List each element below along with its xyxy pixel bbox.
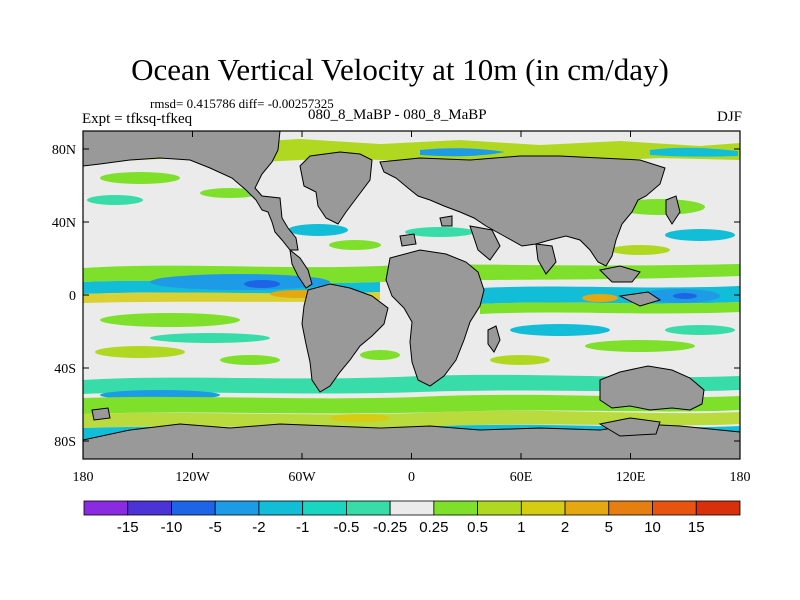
lon-label-120w: 120W [175,470,210,485]
colorbar-box [389,500,435,516]
lat-label-80s: 80S [54,435,76,450]
colorbar-label: -1 [296,519,309,536]
colorbar-box [433,500,479,516]
lon-label-180w: 180 [73,470,94,485]
colorbar-label: 15 [688,519,705,536]
map-field [83,131,740,459]
colorbar-label: 5 [605,519,613,536]
experiment-label: Expt = tfksq-tfkeq [82,111,193,127]
lon-label-60e: 60E [510,470,533,485]
colorbar-label: 1 [517,519,525,536]
season-label: DJF [716,109,742,125]
subtitle-label: 080_8_MaBP - 080_8_MaBP [308,107,487,123]
colorbar-label: -15 [117,519,139,536]
colorbar-box [302,500,347,516]
colorbar-label: -0.5 [333,519,359,536]
colorbar-box [695,500,741,516]
colorbar-box [258,500,304,516]
colorbar-label: -10 [161,519,183,536]
colorbar-label: -5 [209,519,222,536]
colorbar-box [520,500,566,516]
lon-label-120e: 120E [616,470,646,485]
colorbar-label: 0.5 [467,519,488,536]
colorbar-box [171,500,216,516]
lat-label-80n: 80N [52,143,76,158]
colorbar-label: 10 [644,519,661,536]
land-masses [83,131,740,459]
colorbar-label: -0.25 [373,519,407,536]
colorbar-box [652,500,697,516]
colorbar-label: 0.25 [419,519,448,536]
colorbar-label: -2 [252,519,265,536]
lat-label-0: 0 [69,289,76,304]
colorbar [83,500,741,516]
lon-label-60w: 60W [288,470,316,485]
lon-label-0: 0 [408,470,415,485]
colorbar-label: 2 [561,519,569,536]
colorbar-box [477,500,522,516]
colorbar-box [127,500,172,516]
colorbar-box [83,500,129,516]
lat-ticks [83,148,740,442]
colorbar-labels: -15 -10 -5 -2 -1 -0.5 -0.25 0.25 0.5 1 2 5 10 15 [117,519,705,536]
lat-label-40s: 40S [54,362,76,377]
colorbar-box [564,500,610,516]
stats-label: rmsd= 0.415786 diff= -0.00257325 [150,96,334,111]
lon-ticks [82,131,741,459]
chart-title: Ocean Vertical Velocity at 10m (in cm/da… [131,52,669,87]
colorbar-box [214,500,260,516]
lat-label-40n: 40N [52,216,76,231]
colorbar-box [345,500,391,516]
lon-label-180e: 180 [730,470,751,485]
colorbar-box [608,500,653,516]
